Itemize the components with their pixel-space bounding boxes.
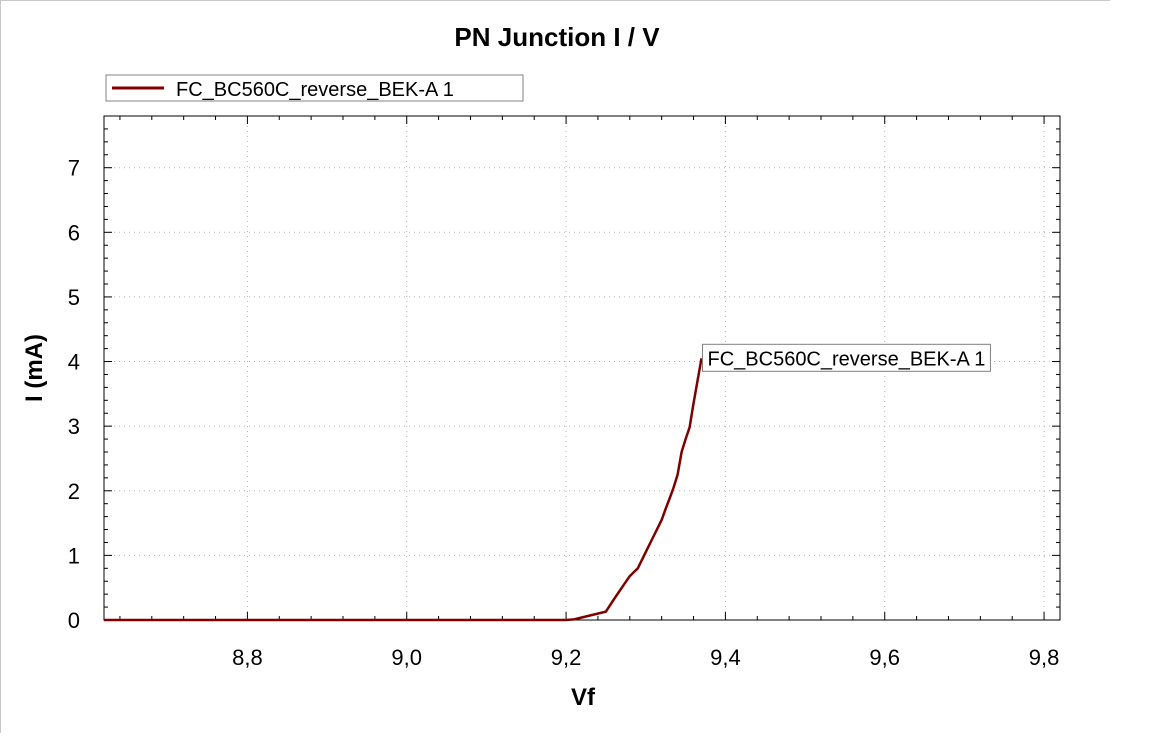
series-line-fc-bc560c bbox=[104, 358, 703, 622]
legend-box bbox=[105, 74, 524, 102]
window-top-border bbox=[0, 0, 1110, 1]
legend: FC_BC560C_reverse_BEK-A 1 bbox=[105, 74, 524, 102]
y-tick-label-1: 1 bbox=[68, 543, 80, 568]
annotation-box bbox=[702, 343, 991, 372]
x-tick-labels: 8,8 9,0 9,2 9,4 9,6 9,8 bbox=[232, 645, 1059, 670]
x-tick-label-5: 9,8 bbox=[1029, 645, 1060, 670]
y-tick-labels: 0 1 2 3 4 5 6 7 bbox=[68, 156, 80, 633]
x-tick-label-3: 9,4 bbox=[710, 645, 741, 670]
window-left-border bbox=[0, 0, 1, 733]
x-tick-label-2: 9,2 bbox=[551, 645, 582, 670]
x-tick-label-4: 9,6 bbox=[869, 645, 900, 670]
x-tick-label-0: 8,8 bbox=[232, 645, 263, 670]
y-tick-label-4: 4 bbox=[68, 350, 80, 375]
grid bbox=[104, 116, 1060, 620]
chart-title: PN Junction I / V bbox=[454, 22, 660, 52]
legend-label: FC_BC560C_reverse_BEK-A 1 bbox=[176, 79, 454, 101]
y-tick-label-6: 6 bbox=[68, 220, 80, 245]
y-tick-label-0: 0 bbox=[68, 608, 80, 633]
x-tick-label-1: 9,0 bbox=[391, 645, 422, 670]
y-tick-label-3: 3 bbox=[68, 414, 80, 439]
plot-area-frame bbox=[103, 115, 1061, 621]
point-annotation: FC_BC560C_reverse_BEK-A 1 bbox=[702, 343, 991, 372]
y-tick-label-7: 7 bbox=[68, 156, 80, 181]
x-axis-label: Vf bbox=[571, 684, 596, 711]
minor-ticks bbox=[104, 115, 1060, 621]
y-axis-label: I (mA) bbox=[21, 334, 48, 402]
y-tick-label-5: 5 bbox=[68, 285, 80, 310]
annotation-label: FC_BC560C_reverse_BEK-A 1 bbox=[708, 348, 986, 370]
y-tick-label-2: 2 bbox=[68, 479, 80, 504]
